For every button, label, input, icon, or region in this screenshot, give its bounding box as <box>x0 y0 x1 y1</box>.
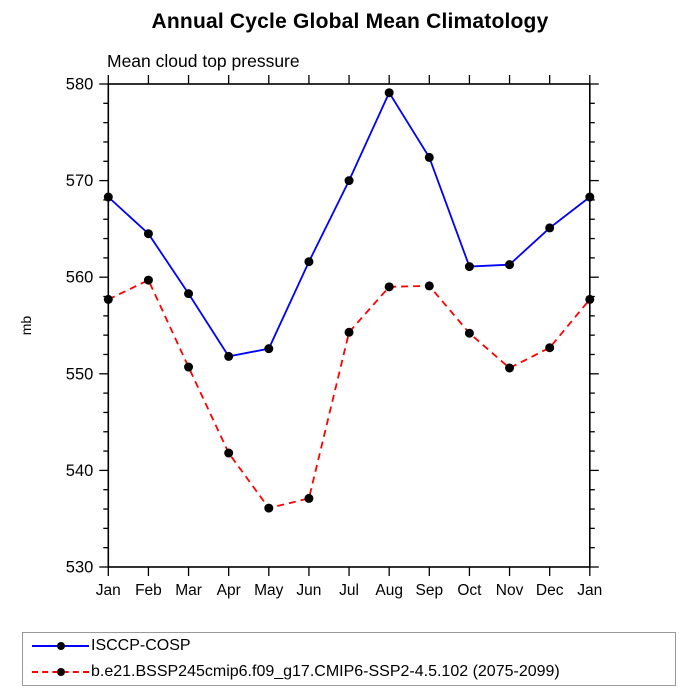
chart-subtitle: Mean cloud top pressure <box>107 51 300 71</box>
series-model-run <box>103 275 595 513</box>
data-point-marker <box>264 503 274 513</box>
legend-item-isccp-cosp: ISCCP-COSP <box>32 635 675 658</box>
y-tick-label: 550 <box>66 365 94 383</box>
axis-ticks <box>99 75 599 576</box>
legend-marker-dot <box>56 668 65 676</box>
y-tick-label: 580 <box>66 76 94 94</box>
data-point-marker <box>304 493 314 503</box>
y-tick-label: 570 <box>66 172 94 190</box>
data-point-marker <box>143 229 153 239</box>
data-point-marker <box>224 448 234 458</box>
series-line <box>107 90 591 358</box>
x-tick-label: Apr <box>217 582 241 599</box>
data-point-marker <box>464 262 474 272</box>
x-tick-label: Oct <box>457 582 482 599</box>
y-axis-title: mb <box>18 316 34 336</box>
data-point-marker <box>103 294 113 304</box>
data-point-marker <box>304 257 314 267</box>
climatology-line-chart: 530 540 550 560 570 580 Jan Feb Mar Apr May Jun Jul A… <box>18 75 602 599</box>
legend: ISCCP-COSP b.e21.BSSP245cmip6.f09_g17.CM… <box>22 632 676 686</box>
x-tick-label: Jul <box>339 582 359 599</box>
legend-item-model-run: b.e21.BSSP245cmip6.f09_g17.CMIP6-SSP2-4.… <box>32 661 675 684</box>
legend-label: ISCCP-COSP <box>91 637 191 654</box>
data-point-marker <box>143 275 153 285</box>
series-isccp-cosp <box>103 88 595 361</box>
data-point-marker <box>464 328 474 338</box>
y-tick-label: 540 <box>66 462 94 480</box>
x-tick-label: Jan <box>96 582 121 599</box>
data-point-marker <box>424 152 434 162</box>
x-tick-label: Aug <box>375 582 403 599</box>
x-tick-label: Feb <box>135 582 162 599</box>
legend-line-sample-dashed <box>32 668 89 676</box>
data-point-marker <box>424 281 434 291</box>
data-point-marker <box>103 192 113 202</box>
data-point-marker <box>224 351 234 361</box>
x-tick-label: Dec <box>536 582 564 599</box>
series-line <box>107 278 591 510</box>
data-point-marker <box>585 192 595 202</box>
data-point-marker <box>545 343 555 353</box>
y-axis-tick-labels: 530 540 550 560 570 580 <box>66 76 94 577</box>
data-point-marker <box>585 294 595 304</box>
y-tick-label: 530 <box>66 559 94 577</box>
x-tick-label: Jan <box>577 582 602 599</box>
data-point-marker <box>384 88 394 98</box>
legend-line-sample-solid <box>32 642 89 650</box>
legend-marker-dot <box>56 642 65 650</box>
legend-label: b.e21.BSSP245cmip6.f09_g17.CMIP6-SSP2-4.… <box>91 663 560 680</box>
data-point-marker <box>184 289 194 299</box>
x-axis-tick-labels: Jan Feb Mar Apr May Jun Jul Aug Sep Oct Nov Dec Jan <box>96 582 602 599</box>
data-point-marker <box>344 327 354 337</box>
data-point-marker <box>184 362 194 372</box>
data-point-marker <box>264 344 274 354</box>
data-point-marker <box>344 176 354 186</box>
x-tick-label: Nov <box>496 582 524 599</box>
plot-frame <box>107 83 591 568</box>
chart-title: Annual Cycle Global Mean Climatology <box>151 10 549 33</box>
data-point-marker <box>545 223 555 233</box>
data-point-marker <box>505 363 515 373</box>
x-tick-label: Sep <box>416 582 444 599</box>
x-tick-label: Jun <box>296 582 321 599</box>
data-point-marker <box>505 260 515 270</box>
x-tick-label: Mar <box>175 582 202 599</box>
data-point-marker <box>384 282 394 292</box>
y-tick-label: 560 <box>66 269 94 287</box>
x-tick-label: May <box>254 582 284 599</box>
